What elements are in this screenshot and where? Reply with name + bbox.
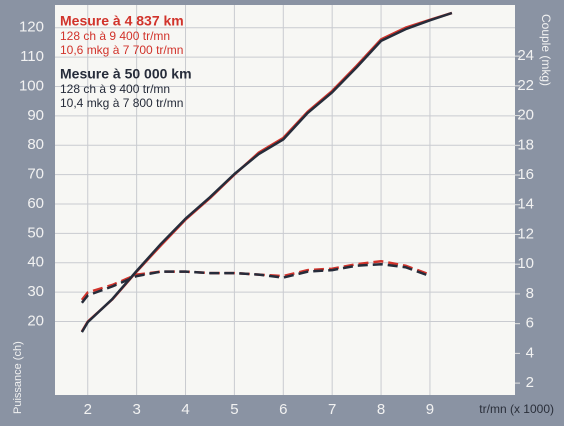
legend-title: Mesure à 4 837 km [60, 13, 184, 29]
y-tick-label: 80 [27, 136, 44, 153]
y2-tick-label: 8 [526, 285, 534, 302]
legend-note: 128 ch à 9 400 tr/mn [60, 29, 170, 43]
y2-tick-label: 18 [517, 136, 534, 153]
x-tick-label: 5 [230, 401, 238, 418]
y2-tick-label: 12 [517, 225, 534, 242]
y-tick-label: 70 [27, 166, 44, 183]
y-tick-label: 110 [20, 48, 44, 65]
x-tick-label: 8 [377, 401, 385, 418]
y2-tick-label: 4 [526, 344, 534, 361]
y2-tick-label: 20 [517, 107, 534, 124]
x-tick-label: 6 [279, 401, 287, 418]
x-tick-label: 2 [84, 401, 92, 418]
x-axis-title: tr/mn (x 1000) [479, 402, 554, 416]
y-tick-label: 60 [27, 195, 44, 212]
y-tick-label: 30 [27, 283, 44, 300]
legend-note: 10,6 mkg à 7 700 tr/mn [60, 43, 183, 57]
y2-tick-label: 2 [526, 374, 534, 391]
y2-tick-label: 22 [517, 77, 534, 94]
x-tick-label: 9 [426, 401, 434, 418]
y2-axis-title: Couple (mkg) [539, 14, 553, 86]
y-tick-label: 40 [27, 254, 44, 271]
x-tick-label: 3 [132, 401, 140, 418]
legend-note: 10,4 mkg à 7 800 tr/mn [60, 96, 183, 110]
x-tick-label: 4 [181, 401, 189, 418]
legend-title: Mesure à 50 000 km [60, 66, 192, 82]
legend-note: 128 ch à 9 400 tr/mn [60, 82, 170, 96]
y-tick-label: 120 [19, 19, 44, 36]
y-axis-title: Puissance (ch) [12, 341, 24, 414]
torque-line [80, 262, 431, 304]
y-tick-label: 90 [27, 107, 44, 124]
y2-tick-label: 10 [517, 255, 534, 272]
y2-tick-label: 6 [526, 315, 534, 332]
y2-tick-label: 16 [517, 166, 534, 183]
y-tick-label: 20 [27, 313, 44, 330]
x-tick-label: 7 [328, 401, 336, 418]
y-tick-label: 100 [19, 77, 44, 94]
plot-area [55, 5, 515, 395]
y2-tick-label: 14 [517, 196, 534, 213]
y2-tick-label: 24 [517, 47, 534, 64]
lines [80, 11, 453, 333]
y-tick-label: 50 [27, 224, 44, 241]
grid [55, 5, 515, 395]
